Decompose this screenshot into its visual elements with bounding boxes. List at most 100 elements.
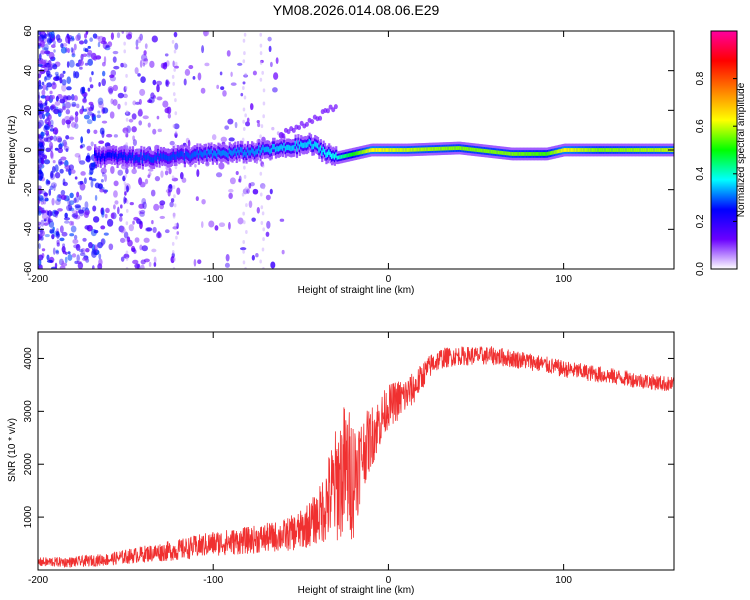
heatmap-ridge-cell [190, 153, 193, 159]
heatmap-speckle [172, 185, 176, 190]
heatmap-ridge-cell [200, 151, 203, 157]
heatmap-speckle [242, 211, 245, 216]
heatmap-ridge-cell [387, 148, 390, 152]
heatmap-ridge-cell [496, 150, 499, 155]
heatmap-ridge-cell [283, 142, 286, 149]
heatmap-speckle [103, 232, 109, 236]
heatmap-ridge-cell [152, 157, 156, 163]
heatmap-speckle [53, 184, 56, 192]
heatmap-speckle [170, 255, 175, 264]
heatmap-ridge-cell [494, 150, 498, 155]
heatmap-ridge-cell [321, 150, 324, 156]
heatmap-speckle [245, 121, 251, 127]
heatmap-ridge-cell [260, 147, 264, 153]
heatmap-speckle [69, 233, 75, 237]
heatmap-speckle [76, 32, 82, 41]
heatmap-ridge-cell [273, 144, 276, 150]
heatmap-speckle [214, 225, 219, 231]
heatmap-ridge-cell [633, 148, 636, 152]
heatmap-ridge-cell [471, 147, 474, 152]
heatmap-speckle [153, 256, 157, 264]
heatmap-ridge-cell [391, 148, 394, 152]
heatmap-speckle [238, 175, 242, 183]
heatmap-speckle [94, 244, 98, 252]
heatmap-ridge-cell [265, 146, 268, 153]
heatmap-speckle [43, 192, 49, 196]
heatmap-speckle [147, 174, 151, 178]
heatmap-ridge-cell [288, 145, 292, 151]
heatmap-speckle [47, 114, 52, 121]
heatmap-speckle [68, 207, 75, 212]
heatmap-speckle [83, 114, 90, 120]
heatmap-speckle [229, 177, 236, 185]
heatmap-speckle [172, 92, 176, 97]
heatmap-ridge-cell [579, 148, 582, 152]
heatmap-speckle [230, 82, 237, 86]
heatmap-ridge-cell [459, 146, 463, 151]
heatmap-speckle [86, 111, 93, 116]
heatmap-speckle [203, 31, 208, 37]
heatmap-speckle [66, 61, 70, 68]
heatmap-speckle [261, 70, 264, 75]
heatmap-ridge-cell [361, 150, 364, 154]
heatmap-speckle [61, 84, 67, 92]
heatmap-speckle [176, 187, 181, 195]
heatmap-speckle [65, 109, 71, 115]
heatmap-ridge-cell [469, 147, 472, 152]
heatmap-ridge-cell [560, 148, 564, 153]
heatmap-speckle [80, 143, 86, 148]
heatmap-ridge-cell [276, 145, 279, 152]
heatmap-speckle [181, 177, 187, 183]
heatmap-speckle [228, 221, 231, 230]
snr-x-tick-label: -100 [203, 575, 223, 586]
heatmap-ridge-cell [308, 138, 311, 145]
heatmap-ridge-cell [105, 153, 108, 159]
heatmap-speckle [91, 178, 97, 182]
heatmap-ridge-cell [209, 150, 212, 156]
spectrogram-y-tick-label: 0 [23, 147, 34, 153]
heatmap-speckle [310, 119, 315, 125]
heatmap-speckle [256, 207, 260, 214]
heatmap-ridge-cell [650, 148, 653, 152]
heatmap-ridge-cell [203, 150, 206, 156]
heatmap-ridge-cell [507, 151, 510, 156]
heatmap-ridge-cell [513, 152, 516, 156]
heatmap-speckle [90, 162, 96, 168]
heatmap-speckle [98, 253, 102, 260]
heatmap-speckle [93, 229, 99, 234]
snr-chart: -200 -100 0 100 1000 2000 3000 4000 Height of s… [7, 331, 675, 596]
heatmap-speckle [174, 98, 177, 103]
heatmap-ridge-cell [214, 151, 217, 157]
heatmap-speckle [123, 62, 126, 67]
heatmap-ridge-cell [155, 155, 158, 162]
heatmap-speckle [197, 259, 202, 265]
heatmap-speckle [46, 33, 51, 37]
heatmap-speckle [44, 119, 48, 124]
heatmap-ridge-cell [635, 148, 638, 152]
heatmap-ridge-cell [372, 148, 376, 152]
heatmap-ridge-cell [541, 152, 544, 156]
heatmap-ridge-cell [158, 156, 161, 162]
heatmap-speckle [64, 212, 68, 219]
heatmap-speckle [141, 197, 147, 205]
heatmap-speckle [105, 207, 110, 214]
heatmap-speckle [42, 84, 47, 91]
heatmap-speckle [331, 107, 336, 113]
heatmap-speckle [94, 182, 100, 189]
heatmap-speckle [101, 36, 106, 43]
heatmap-speckle [44, 75, 51, 81]
heatmap-speckle [89, 76, 92, 83]
heatmap-ridge-cell [249, 150, 252, 156]
heatmap-speckle [220, 136, 227, 143]
heatmap-ridge-cell [286, 144, 289, 151]
heatmap-speckle [260, 220, 264, 225]
heatmap-speckle [204, 62, 210, 67]
heatmap-speckle [110, 165, 115, 174]
heatmap-speckle [128, 118, 134, 123]
heatmap-speckle [176, 222, 179, 229]
heatmap-speckle [242, 249, 245, 254]
heatmap-ridge-cell [416, 147, 419, 152]
heatmap-speckle [62, 181, 68, 187]
heatmap-speckle [44, 33, 47, 39]
heatmap-speckle [55, 231, 60, 236]
